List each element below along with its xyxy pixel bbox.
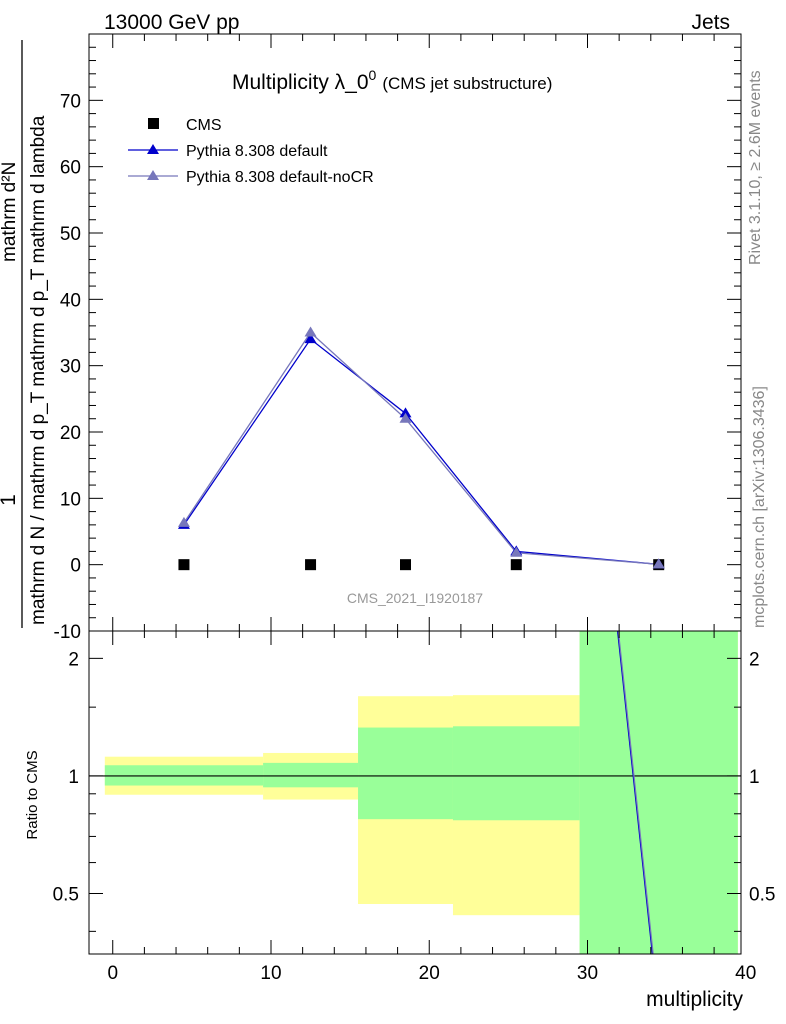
ratio-y-axis-label: Ratio to CMS xyxy=(24,750,41,839)
data-point-cms xyxy=(178,559,190,571)
main-y-axis-ticks: -10 0 10 20 30 40 50 60 70 xyxy=(54,46,741,643)
legend-label-cms: CMS xyxy=(186,117,222,134)
main-y-axis-label: 1 mathrm d N / mathrm d p_T mathrm d p_T… xyxy=(0,40,49,628)
legend-marker-pythia-nocr xyxy=(147,170,159,180)
ratio-y-tick-label-right: 0.5 xyxy=(749,885,775,906)
data-point-pythia-8-308-default xyxy=(304,333,317,344)
analysis-label: CMS_2021_I1920187 xyxy=(347,590,483,606)
y-label-numerator: 1 xyxy=(0,494,20,506)
y-label-denominator: mathrm d N / mathrm d p_T mathrm d p_T m… xyxy=(28,115,49,625)
x-tick-label: 20 xyxy=(419,963,440,984)
ratio-y-tick-label-right: 1 xyxy=(749,767,760,788)
data-point-cms xyxy=(510,559,522,571)
ratio-y-tick-label-right: 2 xyxy=(749,649,760,670)
main-y-tick-label: 20 xyxy=(60,423,81,444)
series-line-pythia-8-308-default xyxy=(183,338,659,565)
x-tick-label: 10 xyxy=(260,963,281,984)
main-y-tick-label: 0 xyxy=(70,556,81,577)
main-data-layer xyxy=(177,326,665,571)
data-point-cms xyxy=(400,559,412,571)
ratio-y-tick-label-left: 2 xyxy=(68,649,79,670)
x-tick-label: 40 xyxy=(735,963,756,984)
x-tick-label: 0 xyxy=(107,963,118,984)
ratio-uncertainty-bands xyxy=(104,631,738,954)
data-point-pythia-8-308-default-nocr xyxy=(399,412,412,423)
ratio-line-pythia-8-308-default xyxy=(616,630,653,955)
legend-label-pythia-nocr: Pythia 8.308 default-noCR xyxy=(186,169,374,186)
ratio-x-axis-ticks: 0 10 20 30 40 xyxy=(107,631,756,984)
y-label-dN: mathrm d²N xyxy=(0,162,20,262)
main-y-tick-label: 60 xyxy=(60,158,81,179)
main-y-tick-label: 30 xyxy=(60,357,81,378)
stat-uncertainty-band xyxy=(579,631,738,954)
x-tick-label: 30 xyxy=(577,963,598,984)
main-y-tick-label: 10 xyxy=(60,489,81,510)
ratio-data-layer xyxy=(89,630,741,955)
legend: CMS Pythia 8.308 default Pythia 8.308 de… xyxy=(128,117,374,186)
process-label: Jets xyxy=(691,11,730,34)
mcplots-label: mcplots.cern.ch [arXiv:1306.3436] xyxy=(751,386,768,628)
legend-marker-cms xyxy=(148,118,159,129)
ratio-line-pythia-8-308-default-nocr xyxy=(617,630,654,955)
ratio-plot-panel: 0.5 0.5 1 1 2 2 0 10 20 30 40 xyxy=(53,630,775,984)
stat-uncertainty-band xyxy=(263,762,359,788)
main-y-tick-label: 70 xyxy=(60,91,81,112)
legend-marker-pythia-default xyxy=(147,144,159,154)
chart-title-main: Multiplicity λ_0 xyxy=(232,71,369,94)
legend-label-pythia-default: Pythia 8.308 default xyxy=(186,143,328,160)
series-line-pythia-8-308-default-nocr xyxy=(183,331,659,565)
chart-title: Multiplicity λ_00 (CMS jet substructure) xyxy=(232,67,552,94)
ratio-plot-frame xyxy=(88,630,742,955)
ratio-y-tick-label-left: 1 xyxy=(68,767,79,788)
ratio-y-axis-ticks: 0.5 0.5 1 1 2 2 xyxy=(53,649,775,932)
data-point-pythia-8-308-default xyxy=(399,407,412,418)
data-point-pythia-8-308-default-nocr xyxy=(652,558,665,569)
ratio-y-tick-label-left: 0.5 xyxy=(53,885,79,906)
main-y-tick-label: 40 xyxy=(60,290,81,311)
x-axis-label: multiplicity xyxy=(646,988,743,1011)
data-point-pythia-8-308-default-nocr xyxy=(304,326,317,337)
data-point-pythia-8-308-default-nocr xyxy=(177,516,190,527)
chart-subtitle: (CMS jet substructure) xyxy=(382,74,552,93)
main-y-tick-label: 50 xyxy=(60,224,81,245)
chart-title-superscript: 0 xyxy=(369,67,377,83)
data-point-cms xyxy=(305,559,317,571)
stat-uncertainty-band xyxy=(452,726,580,821)
main-y-tick-label: -10 xyxy=(54,622,81,643)
energy-label: 13000 GeV pp xyxy=(104,11,239,34)
main-x-axis-ticks xyxy=(112,34,715,631)
data-point-pythia-8-308-default-nocr xyxy=(510,546,523,557)
stat-uncertainty-band xyxy=(358,727,453,820)
rivet-label: Rivet 3.1.10, ≥ 2.6M events xyxy=(747,70,764,265)
